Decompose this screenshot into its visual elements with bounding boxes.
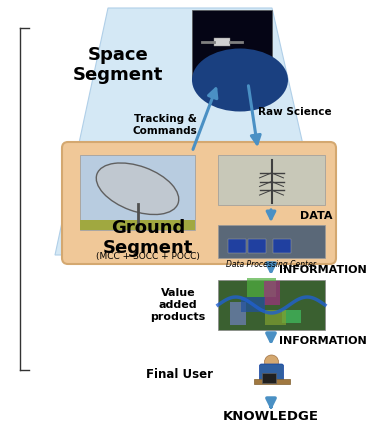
Text: KNOWLEDGE: KNOWLEDGE — [223, 410, 319, 421]
Bar — [241, 297, 265, 312]
Text: Value
added
products: Value added products — [150, 288, 206, 322]
Bar — [273, 239, 291, 253]
Text: Raw Science: Raw Science — [258, 107, 332, 117]
Text: INFORMATION: INFORMATION — [279, 336, 367, 346]
Bar — [230, 301, 246, 325]
Polygon shape — [55, 8, 328, 255]
Text: Ground
Segment: Ground Segment — [103, 219, 193, 257]
Bar — [218, 280, 325, 330]
Text: DATA: DATA — [300, 211, 332, 221]
Text: (MCC + SOCC + POCC): (MCC + SOCC + POCC) — [96, 253, 200, 261]
Bar — [192, 10, 272, 80]
Text: INFORMATION: INFORMATION — [279, 265, 367, 275]
Bar — [228, 239, 246, 253]
Bar — [264, 281, 280, 305]
Bar — [262, 373, 276, 383]
Text: Data Processing Center: Data Processing Center — [227, 260, 316, 269]
Bar — [215, 37, 230, 45]
Bar — [254, 379, 290, 384]
Circle shape — [265, 355, 279, 369]
Bar — [248, 239, 266, 253]
FancyBboxPatch shape — [260, 364, 283, 383]
FancyBboxPatch shape — [62, 142, 336, 264]
Text: Final User: Final User — [147, 368, 213, 381]
Bar — [80, 155, 195, 230]
Bar — [282, 310, 301, 322]
Bar — [80, 220, 195, 230]
Bar — [265, 309, 286, 325]
Bar — [218, 155, 325, 205]
Bar — [247, 278, 276, 297]
Text: Tracking &
Commands: Tracking & Commands — [133, 114, 197, 136]
Bar — [218, 225, 325, 258]
Text: Space
Segment: Space Segment — [73, 46, 163, 84]
Ellipse shape — [96, 163, 179, 215]
Ellipse shape — [192, 48, 288, 112]
